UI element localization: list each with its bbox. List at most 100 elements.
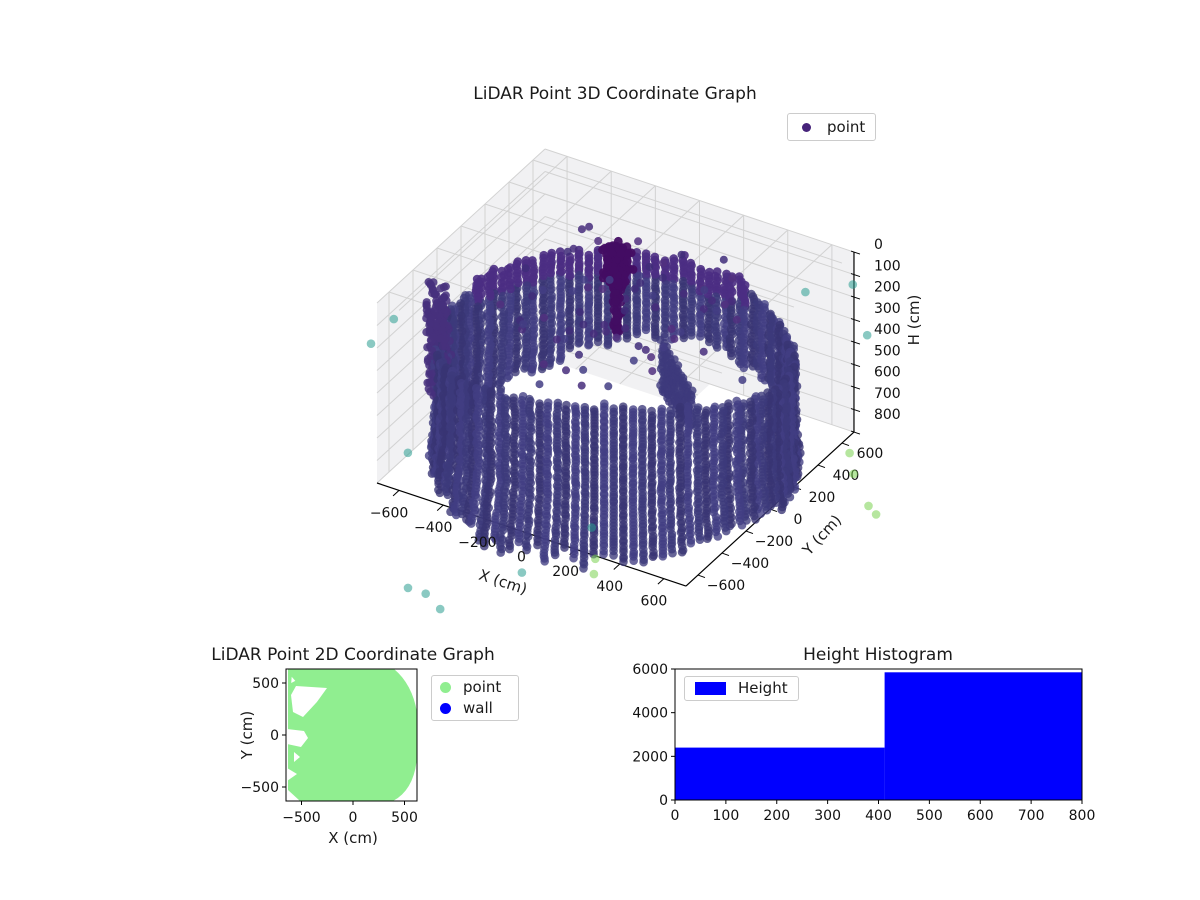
- point: [599, 517, 609, 526]
- point: [505, 332, 514, 342]
- point: [539, 360, 548, 369]
- point: [677, 517, 687, 526]
- point: [611, 316, 621, 326]
- point: [471, 487, 480, 497]
- point: [593, 298, 603, 307]
- point: [517, 447, 526, 457]
- point: [686, 258, 695, 268]
- point: [638, 460, 647, 470]
- point: [676, 436, 686, 446]
- point: [450, 505, 459, 514]
- point: [651, 312, 660, 322]
- point: [497, 369, 507, 379]
- point: [458, 482, 468, 491]
- point: [542, 500, 551, 510]
- point: [685, 513, 695, 523]
- point: [752, 319, 761, 329]
- point: [718, 418, 728, 428]
- point: [556, 260, 566, 270]
- point: [701, 451, 711, 460]
- point: [648, 515, 657, 524]
- point: [498, 361, 507, 370]
- point: [517, 469, 526, 478]
- point: [693, 403, 703, 412]
- point: [560, 528, 569, 537]
- point: [579, 320, 588, 329]
- point: [677, 523, 687, 532]
- point: [517, 399, 526, 408]
- point: [702, 421, 711, 430]
- point: [561, 435, 570, 445]
- point: [485, 334, 495, 344]
- point: [589, 405, 599, 414]
- point: [432, 290, 441, 299]
- point: [447, 374, 456, 384]
- point: [603, 255, 613, 265]
- point: [472, 438, 481, 448]
- tick-mark: [817, 464, 826, 469]
- point: [720, 510, 729, 520]
- point: [748, 413, 757, 423]
- point: [684, 488, 693, 497]
- point: [557, 318, 566, 328]
- point: [506, 293, 516, 303]
- tick-mark: [850, 250, 861, 255]
- point: [528, 365, 537, 374]
- point: [490, 524, 500, 533]
- point: [467, 462, 476, 471]
- point: [436, 284, 445, 293]
- point: [609, 438, 618, 448]
- point: [471, 481, 481, 490]
- point: [579, 529, 589, 538]
- point: [434, 476, 443, 486]
- point: [542, 418, 551, 428]
- tick-mark: [436, 504, 444, 511]
- point: [638, 436, 647, 446]
- point: [737, 520, 747, 530]
- point: [638, 415, 647, 425]
- point: [699, 347, 708, 356]
- point: [659, 343, 668, 352]
- point: [529, 324, 539, 334]
- point: [657, 404, 667, 414]
- point: [739, 348, 748, 358]
- point: [598, 285, 607, 293]
- point: [686, 310, 695, 320]
- point: [472, 429, 481, 439]
- point: [446, 408, 455, 417]
- tick-mark: [841, 442, 850, 447]
- point: [539, 293, 549, 303]
- point: [686, 325, 696, 334]
- point: [529, 315, 539, 324]
- point: [668, 273, 678, 283]
- point: [485, 270, 495, 280]
- point: [593, 252, 603, 261]
- point: [695, 277, 705, 287]
- point: [542, 433, 551, 442]
- point: [619, 545, 628, 554]
- point: [693, 427, 703, 436]
- point: [710, 317, 720, 326]
- point: [666, 504, 676, 513]
- point: [547, 318, 557, 328]
- point: [611, 297, 620, 306]
- point: [638, 466, 647, 476]
- point: [657, 465, 667, 475]
- point: [589, 453, 599, 463]
- point: [619, 424, 628, 434]
- point: [765, 347, 775, 357]
- point: [535, 399, 544, 408]
- point: [518, 407, 528, 416]
- point: [777, 505, 786, 515]
- point: [609, 481, 618, 491]
- point: [619, 498, 628, 507]
- point: [539, 250, 549, 260]
- point: [580, 275, 588, 284]
- point: [432, 350, 442, 360]
- point-cloud-3d: [422, 222, 805, 573]
- point: [702, 463, 711, 473]
- point: [570, 417, 580, 426]
- point: [727, 297, 736, 306]
- point: [486, 340, 495, 350]
- point: [580, 488, 590, 497]
